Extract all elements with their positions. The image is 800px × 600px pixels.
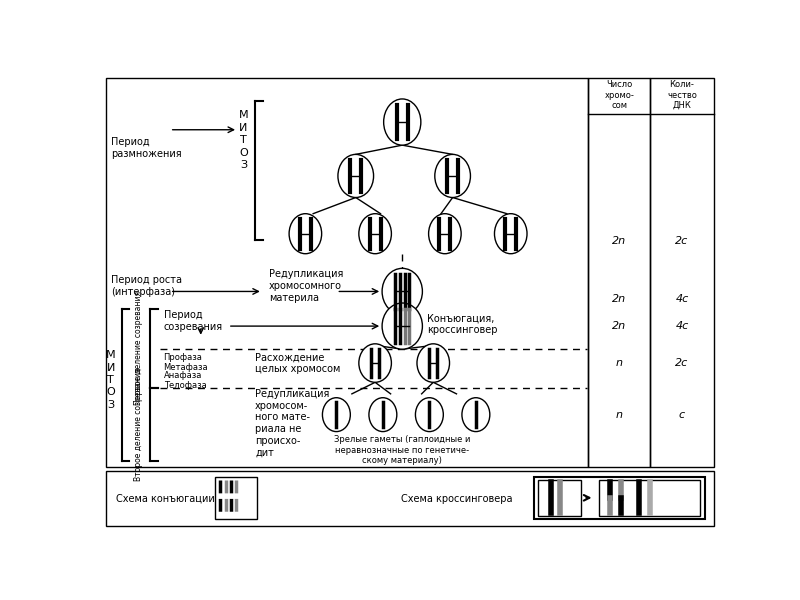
Ellipse shape [322,398,350,431]
Ellipse shape [417,344,450,382]
Text: М
И
Т
О
З: М И Т О З [106,350,116,410]
Text: Период роста
(интерфаза): Период роста (интерфаза) [111,275,182,297]
Ellipse shape [289,214,322,254]
Text: Профаза
Метафаза: Профаза Метафаза [163,353,208,373]
Text: Редупликация
хромосом-
ного мате-
риала не
происхо-
дит: Редупликация хромосом- ного мате- риала … [255,389,330,457]
Text: 2c: 2c [675,358,689,368]
Text: 2n: 2n [612,294,626,304]
Bar [599,480,700,515]
Ellipse shape [359,344,391,382]
Text: 2c: 2c [675,236,689,247]
Ellipse shape [382,268,422,314]
Ellipse shape [429,214,461,254]
Ellipse shape [369,398,397,431]
Text: Период
размножения: Период размножения [111,137,182,159]
Ellipse shape [384,99,421,145]
Text: 2n: 2n [612,321,626,331]
Text: 2n: 2n [612,236,626,247]
Text: Редупликация
хромосомного
материла: Редупликация хромосомного материла [269,269,343,302]
Ellipse shape [435,154,470,197]
Ellipse shape [382,303,422,349]
Bar [534,477,705,520]
Text: Анафаза
Телофаза: Анафаза Телофаза [163,371,206,390]
Bar [538,480,581,515]
Ellipse shape [359,214,391,254]
Text: 4c: 4c [675,294,689,304]
Ellipse shape [494,214,527,254]
Text: Период
созревания: Период созревания [163,310,222,332]
Text: Число
хромо-
сом: Число хромо- сом [604,80,634,110]
Bar [588,78,650,467]
Text: Зрелые гаметы (гаплоидные и
неравнозначные по генетиче-
скому материалу): Зрелые гаметы (гаплоидные и неравнозначн… [334,436,470,465]
Text: Первое деление созревания: Первое деление созревания [134,290,143,405]
Ellipse shape [415,398,443,431]
Text: n: n [616,358,622,368]
Ellipse shape [338,154,374,197]
Bar [214,477,258,520]
Text: Расхождение
целых хромосом: Расхождение целых хромосом [255,352,340,374]
Text: Коли-
чество
ДНК: Коли- чество ДНК [667,80,697,110]
Text: Конъюгация,
кроссинговер: Конъюгация, кроссинговер [427,314,498,335]
Bar [650,78,714,467]
Text: Второе деление созревания: Второе деление созревания [134,367,143,481]
Text: Схема конъюгации: Схема конъюгации [117,494,215,503]
Text: М
И
Т
О
З: М И Т О З [238,110,248,170]
Text: c: c [679,410,685,419]
Bar [106,78,588,467]
Text: 4c: 4c [675,321,689,331]
Ellipse shape [462,398,490,431]
Text: n: n [616,410,622,419]
Bar [106,471,714,526]
Text: Схема кроссинговера: Схема кроссинговера [401,494,512,503]
